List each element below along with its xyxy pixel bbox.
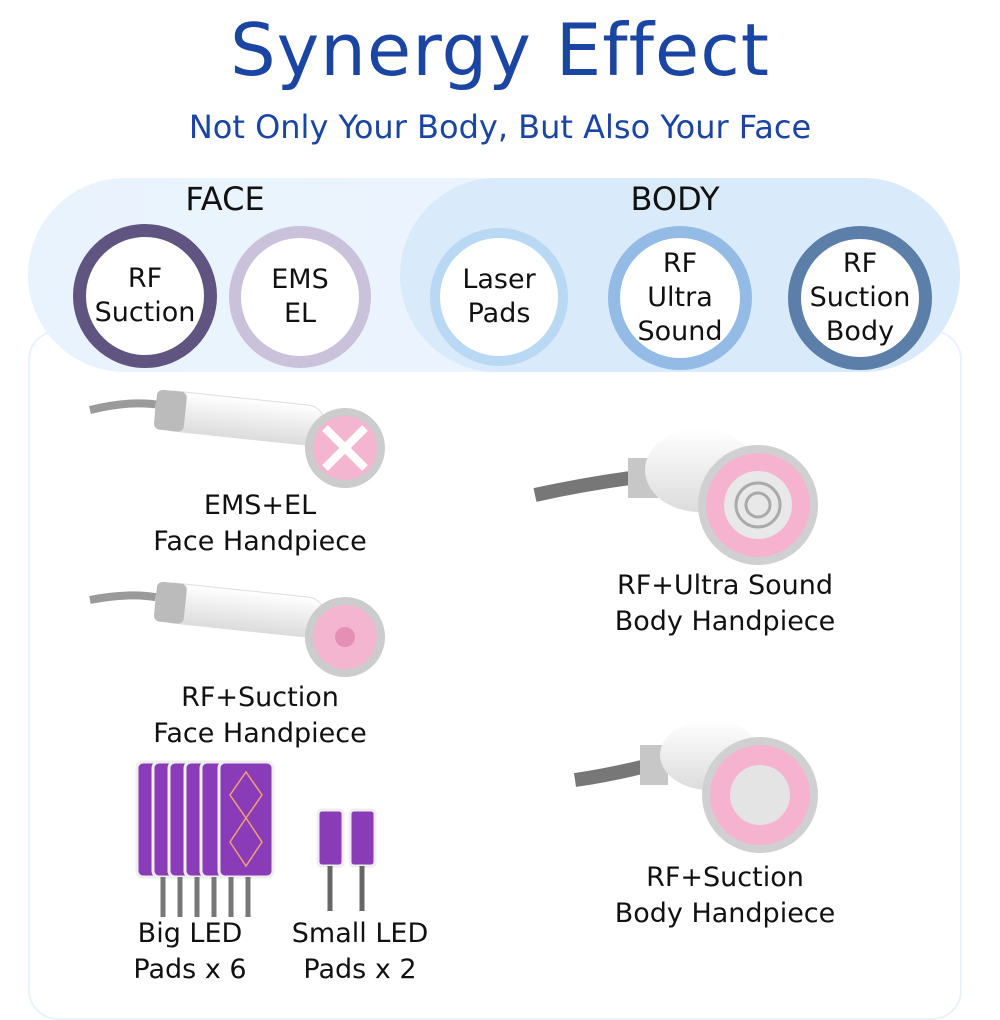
caption-line: RF+Suction [646,862,804,893]
caption-line: EMS+EL [203,490,317,521]
products-panel [28,330,962,1020]
caption-line: Small LED [291,918,429,949]
circle-text: Pads [467,298,531,329]
caption-line: RF+Ultra Sound [616,570,833,601]
product-caption-big-led: Big LED Pads x 6 [110,916,270,988]
page-title: Synergy Effect [229,8,771,92]
circle-text: EMS [271,264,329,295]
circle-text: Body [825,316,895,347]
circle-text: RF [842,248,878,279]
circle-text: Suction [94,297,196,328]
circle-text: RF [127,263,163,294]
circle-text: Laser [462,264,536,295]
rf-suction-face-handpiece-image [89,581,385,677]
caption-line: RF+Suction [181,682,339,713]
caption-line: Face Handpiece [153,718,367,749]
caption-line: Face Handpiece [153,526,367,557]
feature-circle-laser-pads: Laser Pads [430,228,568,366]
circle-text: Sound [637,316,723,347]
caption-line: Body Handpiece [614,606,836,637]
big-led-pads-image [135,760,275,917]
face-label: FACE [185,180,265,218]
circle-text: Ultra [647,282,713,313]
caption-line: Big LED [137,918,243,949]
product-caption-ems-el: EMS+EL Face Handpiece [110,488,410,560]
caption-line: Body Handpiece [614,898,836,929]
caption-line: Pads x 6 [133,954,247,985]
product-caption-rf-suction-face: RF+Suction Face Handpiece [110,680,410,752]
circle-text: RF [662,248,698,279]
small-led-pads-image [316,808,377,911]
page-subtitle: Not Only Your Body, But Also Your Face [188,108,812,146]
product-caption-small-led: Small LED Pads x 2 [280,916,440,988]
product-caption-rf-suction-body: RF+Suction Body Handpiece [570,860,880,932]
rf-ultrasound-body-handpiece-image [533,428,818,565]
circle-text: Suction [809,282,911,313]
feature-circle-ems-el: EMS EL [229,226,371,368]
caption-line: Pads x 2 [303,954,417,985]
rf-suction-body-handpiece-image [574,720,818,853]
product-caption-rf-ultrasound-body: RF+Ultra Sound Body Handpiece [570,568,880,640]
circle-text: EL [283,298,317,329]
body-label: BODY [630,180,720,218]
ems-el-handpiece-image [89,389,385,488]
